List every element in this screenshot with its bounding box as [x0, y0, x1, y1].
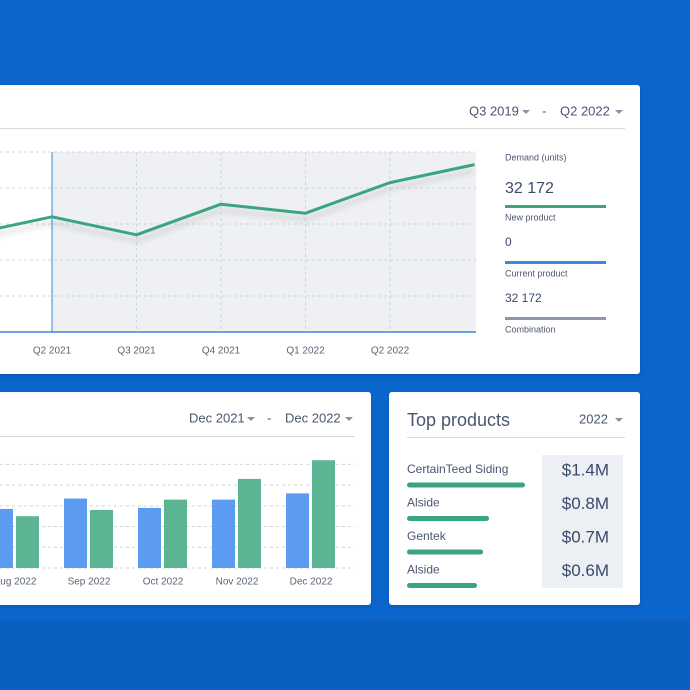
x-tick-label: Q3 2021	[117, 346, 156, 357]
top-products-chart: CertainTeed Siding $1.4M Alside $0.8M Gentek…	[407, 460, 609, 588]
range-end[interactable]: Dec 2022	[285, 410, 341, 425]
demand-bar	[505, 205, 606, 208]
bar	[16, 516, 39, 568]
range-start[interactable]: Dec 2021	[189, 410, 245, 425]
range-start[interactable]: Q3 2019	[469, 103, 519, 118]
value-label: $1.4M	[562, 460, 609, 479]
line	[0, 163, 475, 237]
separator: -	[267, 410, 271, 425]
bar	[312, 460, 335, 568]
demand-label: New product	[505, 212, 556, 222]
demand-bar	[505, 317, 606, 320]
range-end[interactable]: Q2 2022	[560, 103, 610, 118]
selection-area	[52, 152, 476, 332]
caret[interactable]	[522, 110, 530, 114]
bar	[407, 516, 490, 521]
bar	[407, 482, 526, 488]
value-label: $0.8M	[562, 494, 609, 513]
demand-value: 32 172	[505, 291, 542, 305]
bar	[164, 499, 187, 568]
demand-bar	[505, 261, 606, 264]
demand-label: Current product	[505, 268, 568, 278]
x-tick-label: Q2 2022	[371, 346, 410, 357]
caret[interactable]	[345, 417, 353, 421]
bar	[407, 583, 478, 588]
x-tick-label: Sep 2022	[68, 577, 111, 588]
caret[interactable]	[247, 417, 255, 421]
demand-list: 32 172 New product 0 Current product 32 172 C…	[505, 180, 606, 334]
separator: -	[542, 103, 546, 118]
bar-chart: Aug 2022 Sep 2022 Oct 2022 Nov 2022 Dec 2022	[0, 460, 355, 588]
product-name: Alside	[407, 563, 440, 577]
x-tick-label: Dec 2022	[290, 577, 333, 588]
bar	[90, 509, 113, 568]
product-name: Alside	[407, 496, 440, 510]
demand-value: 0	[505, 235, 512, 249]
bar	[138, 507, 161, 568]
line-chart: Q2 2021 Q3 2021 Q4 2021 Q1 2022 Q2 2022	[0, 151, 476, 357]
caret[interactable]	[615, 418, 623, 422]
demand-title: Demand (units)	[505, 152, 567, 162]
x-tick-label: Aug 2022	[0, 577, 37, 588]
product-name: CertainTeed Siding	[407, 462, 508, 476]
bar	[212, 499, 235, 568]
demand-label: Combination	[505, 324, 556, 334]
value-label: $0.6M	[562, 561, 609, 580]
value-label: $0.7M	[562, 527, 609, 546]
x-tick-label: Oct 2022	[143, 577, 184, 588]
bar	[407, 549, 484, 555]
bar	[286, 493, 309, 568]
bar	[0, 508, 13, 568]
background-shade	[0, 620, 690, 690]
x-tick-label: Q1 2022	[286, 346, 325, 357]
year[interactable]: 2022	[579, 411, 608, 426]
caret[interactable]	[615, 110, 623, 114]
x-tick-label: Q2 2021	[33, 346, 72, 357]
bar	[64, 498, 87, 568]
product-name: Gentek	[407, 529, 447, 543]
demand-value: 32 172	[505, 180, 554, 197]
x-tick-label: Q4 2021	[202, 346, 241, 357]
bar	[238, 478, 261, 568]
value-column	[542, 455, 623, 588]
x-tick-label: Nov 2022	[216, 577, 259, 588]
panel-title: Top products	[407, 410, 510, 430]
